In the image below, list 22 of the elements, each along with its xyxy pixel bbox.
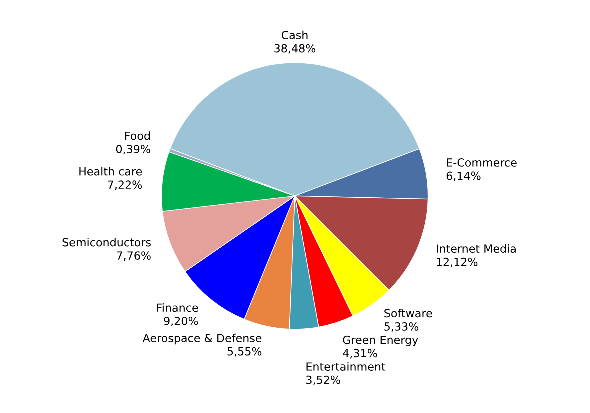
data-label: 4,31% <box>343 349 378 359</box>
data-label: 9,20% <box>164 316 198 327</box>
slice-label: Aerospace & Defense <box>142 334 262 345</box>
data-label: 7,22% <box>108 180 142 190</box>
slice-label: Internet Media <box>437 244 516 254</box>
data-label: 5,55% <box>228 347 262 357</box>
data-label: 5,33% <box>384 322 419 332</box>
slice-label: Health care <box>80 167 142 176</box>
data-label: 6,14% <box>446 172 481 182</box>
slice-label: Green Energy <box>343 336 418 346</box>
data-label: 7,76% <box>117 252 151 262</box>
slice-label: Cash <box>282 30 308 40</box>
data-label: 38,48% <box>274 44 316 54</box>
slice-label: E-Commerce <box>447 158 517 167</box>
slice-label: Finance <box>157 303 198 312</box>
slice-label: Software <box>384 309 432 318</box>
data-label: 12,12% <box>437 258 478 268</box>
slice-label: Food <box>125 132 150 140</box>
data-label: 3,52% <box>306 376 340 386</box>
data-label: 0,39% <box>116 145 150 155</box>
slice-label: Entertainment <box>306 362 386 371</box>
slice-label: Semiconductors <box>62 238 151 247</box>
